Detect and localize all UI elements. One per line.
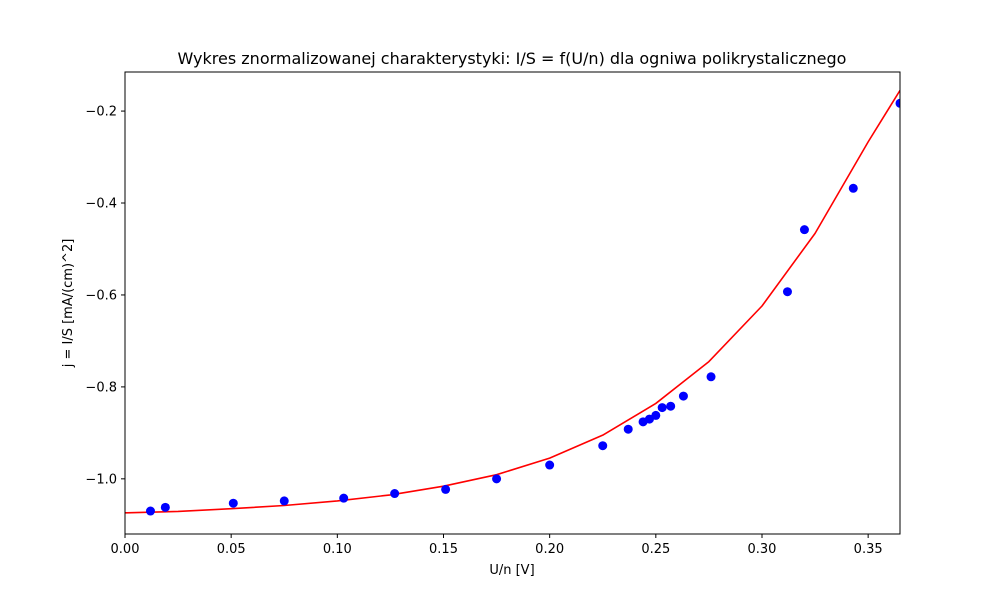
x-tick-label: 0.25 xyxy=(641,542,670,557)
data-point xyxy=(895,98,900,108)
data-point xyxy=(666,401,676,411)
data-point xyxy=(441,484,451,494)
y-tick-label: −0.2 xyxy=(85,105,117,120)
data-point xyxy=(651,410,661,420)
data-point xyxy=(782,287,792,297)
data-point xyxy=(160,502,170,512)
data-point xyxy=(390,489,400,499)
chart-title: Wykres znormalizowanej charakterystyki: … xyxy=(178,49,847,68)
data-point xyxy=(279,496,289,506)
x-axis-ticks: 0.00 0.05 0.10 0.15 0.20 0.25 0.30 0.35 xyxy=(111,534,883,557)
data-point xyxy=(678,391,688,401)
x-tick-label: 0.05 xyxy=(217,542,246,557)
x-tick-label: 0.20 xyxy=(535,542,564,557)
y-tick-label: −1.0 xyxy=(85,472,117,487)
x-axis-label: U/n [V] xyxy=(489,563,534,578)
data-point xyxy=(799,225,809,235)
x-tick-label: 0.15 xyxy=(429,542,458,557)
fit-curve-line xyxy=(125,89,900,514)
x-tick-label: 0.30 xyxy=(748,542,777,557)
y-tick-label: −0.4 xyxy=(85,197,117,212)
data-point xyxy=(706,372,716,382)
y-tick-label: −0.8 xyxy=(85,380,117,395)
data-point xyxy=(545,460,555,470)
data-point xyxy=(598,441,608,451)
y-tick-label: −0.6 xyxy=(85,288,117,303)
y-axis-label: j = I/S [mA/(cm)^2] xyxy=(61,239,76,369)
data-point xyxy=(623,424,633,434)
x-tick-label: 0.35 xyxy=(854,542,883,557)
plot-area xyxy=(125,89,900,516)
axes-frame xyxy=(124,71,901,535)
data-point xyxy=(145,506,155,516)
x-tick-label: 0.00 xyxy=(111,542,140,557)
data-point xyxy=(848,183,858,193)
x-tick-label: 0.10 xyxy=(323,542,352,557)
data-point xyxy=(339,493,349,503)
y-axis-ticks: −1.0 −0.8 −0.6 −0.4 −0.2 xyxy=(85,105,125,487)
data-point xyxy=(228,498,238,508)
data-point xyxy=(492,474,502,484)
data-point xyxy=(657,403,667,413)
